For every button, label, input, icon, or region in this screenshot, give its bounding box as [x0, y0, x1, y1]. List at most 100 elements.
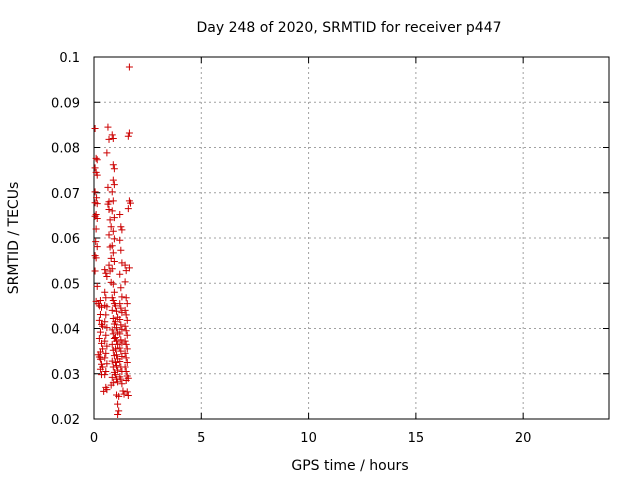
data-point [116, 344, 124, 352]
data-point [93, 215, 101, 223]
y-tick-label: 0.03 [51, 368, 80, 383]
data-point [96, 296, 104, 304]
data-point [118, 353, 126, 361]
data-point [121, 261, 129, 269]
data-point [110, 235, 118, 243]
data-point [99, 322, 107, 330]
data-point [91, 188, 99, 196]
data-point [118, 325, 126, 333]
data-point [123, 388, 131, 396]
data-point [109, 330, 117, 338]
data-point [117, 304, 125, 312]
y-tick-label: 0.09 [51, 96, 80, 111]
data-point [108, 357, 116, 365]
data-point [102, 331, 110, 339]
data-point [118, 339, 126, 347]
data-point [116, 210, 124, 218]
data-point [117, 246, 125, 254]
data-point [110, 214, 118, 222]
data-point [91, 267, 99, 275]
data-point [113, 337, 121, 345]
data-point [117, 284, 125, 292]
data-point [113, 307, 121, 315]
data-point [101, 371, 109, 379]
data-point [113, 362, 121, 370]
data-point [95, 316, 103, 324]
data-point [114, 410, 122, 418]
x-tick-label: 5 [197, 431, 205, 446]
data-point [96, 328, 104, 336]
data-point [116, 315, 124, 323]
data-point [113, 324, 121, 332]
data-point [116, 300, 124, 308]
data-point [109, 280, 117, 288]
chart-title: Day 248 of 2020, SRMTID for receiver p44… [196, 20, 501, 36]
data-point [115, 407, 123, 415]
data-point [121, 278, 129, 286]
data-point [122, 354, 130, 362]
data-point [96, 365, 104, 373]
data-point [110, 181, 118, 189]
data-point [93, 156, 101, 164]
data-point [111, 358, 119, 366]
data-point [93, 243, 101, 251]
data-point [109, 161, 117, 169]
data-point [116, 270, 124, 278]
grid [94, 57, 609, 419]
data-point [117, 336, 125, 344]
data-point [125, 63, 133, 71]
data-point [111, 345, 119, 353]
data-point [109, 296, 117, 304]
data-point [115, 392, 123, 400]
data-point [116, 236, 124, 244]
data-point [116, 358, 124, 366]
data-point [108, 265, 116, 273]
data-point [93, 282, 101, 290]
data-point [108, 131, 116, 139]
data-point [104, 183, 112, 191]
data-point [124, 132, 132, 140]
data-point [92, 154, 100, 162]
data-point [123, 316, 131, 324]
data-point [109, 363, 117, 371]
data-point [105, 261, 113, 269]
data-point [122, 294, 130, 302]
data-point [119, 387, 127, 395]
data-point [103, 386, 111, 394]
data-point [92, 225, 100, 233]
data-point [109, 134, 117, 142]
data-point [102, 367, 110, 375]
data-point [124, 374, 132, 382]
data-point [102, 294, 110, 302]
y-tick-label: 0.04 [51, 323, 80, 338]
data-point [107, 381, 115, 389]
data-point [103, 272, 111, 280]
data-point [109, 176, 117, 184]
data-point [114, 400, 122, 408]
data-point [114, 366, 122, 374]
data-point [92, 210, 100, 218]
data-point [93, 200, 101, 208]
data-point [101, 337, 109, 345]
data-point [103, 303, 111, 311]
data-point [107, 254, 115, 262]
data-point [123, 345, 131, 353]
data-point [111, 302, 119, 310]
data-point [122, 311, 130, 319]
data-point [121, 306, 129, 314]
data-point [101, 266, 109, 274]
data-point [116, 330, 124, 338]
data-point [105, 135, 113, 143]
data-point [117, 321, 125, 329]
y-tick-label: 0.07 [51, 187, 80, 202]
data-point [104, 200, 112, 208]
data-point [95, 334, 103, 342]
x-tick-label: 10 [300, 431, 317, 446]
data-point [93, 194, 101, 202]
data-point [118, 293, 126, 301]
data-point [102, 349, 110, 357]
data-point [92, 254, 100, 262]
data-point [113, 351, 121, 359]
data-point [105, 231, 113, 239]
